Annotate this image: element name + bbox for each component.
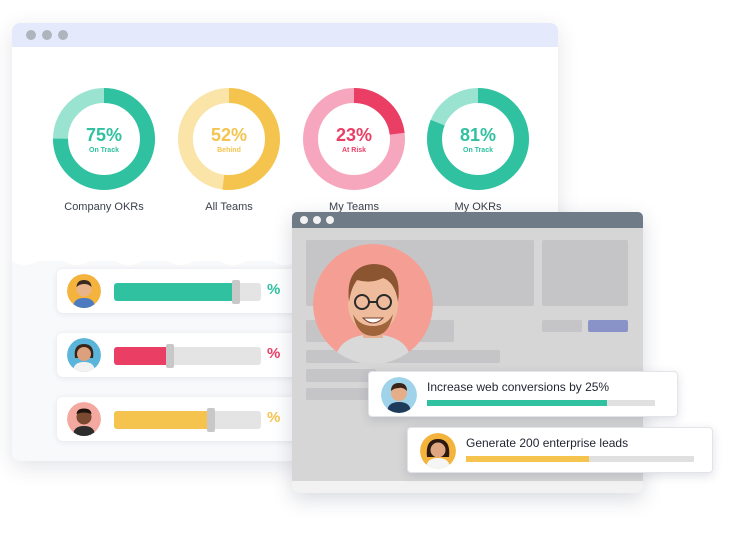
placeholder-block <box>542 240 628 306</box>
status-label: On Track <box>463 146 493 154</box>
window-minimize-dot[interactable] <box>42 30 52 40</box>
donut-arc <box>303 88 405 190</box>
percent-value: 81% <box>459 124 497 145</box>
placeholder-line <box>306 369 376 382</box>
donut-chart: 23% At Risk <box>302 87 406 191</box>
person-avatar <box>420 433 456 469</box>
progress-handle[interactable] <box>165 344 174 368</box>
window-maximize-dot[interactable] <box>58 30 68 40</box>
percent-symbol: % <box>267 281 281 298</box>
progress-fill <box>114 347 170 365</box>
featured-person-avatar <box>313 244 433 364</box>
progress-fill <box>114 411 212 429</box>
person-avatar <box>67 402 101 436</box>
progress-handle[interactable] <box>207 408 216 432</box>
goal-title: Increase web conversions by 25% <box>427 380 610 394</box>
donut-arc <box>53 88 155 190</box>
donut-arc <box>178 88 280 190</box>
percent-symbol: % <box>267 409 281 426</box>
donut-chart: 81% On Track <box>426 87 530 191</box>
summary-card-all-teams[interactable]: 52% Behind All Teams <box>169 87 289 213</box>
window-close-dot[interactable] <box>300 216 308 224</box>
status-label: Behind <box>217 146 241 154</box>
percent-value: 52% <box>210 124 248 145</box>
summary-label: My Teams <box>329 201 379 213</box>
summary-label: All Teams <box>205 201 253 213</box>
window-maximize-dot[interactable] <box>326 216 334 224</box>
window-footer <box>292 481 643 493</box>
goal-progress-fill <box>466 456 590 462</box>
okr-progress-row[interactable]: % <box>57 397 307 441</box>
okr-progress-row[interactable]: % <box>57 333 307 377</box>
progress-track <box>114 280 261 304</box>
percent-value: 23% <box>335 124 373 145</box>
person-avatar <box>67 338 101 372</box>
goal-progress-fill <box>427 400 608 406</box>
dashboard-titlebar <box>12 23 558 47</box>
progress-handle[interactable] <box>232 280 240 304</box>
donut-chart: 52% Behind <box>177 87 281 191</box>
goal-card[interactable]: Generate 200 enterprise leads <box>407 427 713 473</box>
progress-fill <box>114 283 236 301</box>
donut-arc <box>427 88 529 190</box>
summary-card-company-okrs[interactable]: 75% On Track Company OKRs <box>44 87 164 213</box>
summary-label: Company OKRs <box>64 201 144 213</box>
percent-symbol: % <box>267 345 281 362</box>
window-minimize-dot[interactable] <box>313 216 321 224</box>
status-label: On Track <box>89 146 119 154</box>
okr-progress-row[interactable]: % <box>57 269 307 313</box>
progress-track <box>114 344 261 368</box>
goal-progress-track <box>427 400 655 406</box>
placeholder-button[interactable] <box>542 320 582 332</box>
summary-label: My OKRs <box>454 201 502 213</box>
goal-title: Generate 200 enterprise leads <box>466 436 629 450</box>
progress-track <box>114 408 261 432</box>
person-avatar <box>67 274 101 308</box>
percent-value: 75% <box>85 124 123 145</box>
goals-titlebar <box>292 212 643 228</box>
summary-card-my-okrs[interactable]: 81% On Track My OKRs <box>418 87 538 213</box>
person-avatar <box>381 377 417 413</box>
placeholder-line <box>306 388 376 400</box>
goal-card[interactable]: Increase web conversions by 25% <box>368 371 678 417</box>
summary-card-my-teams[interactable]: 23% At Risk My Teams <box>294 87 414 213</box>
donut-chart: 75% On Track <box>52 87 156 191</box>
placeholder-button-primary[interactable] <box>588 320 628 332</box>
goal-progress-track <box>466 456 694 462</box>
status-label: At Risk <box>341 146 367 154</box>
window-close-dot[interactable] <box>26 30 36 40</box>
